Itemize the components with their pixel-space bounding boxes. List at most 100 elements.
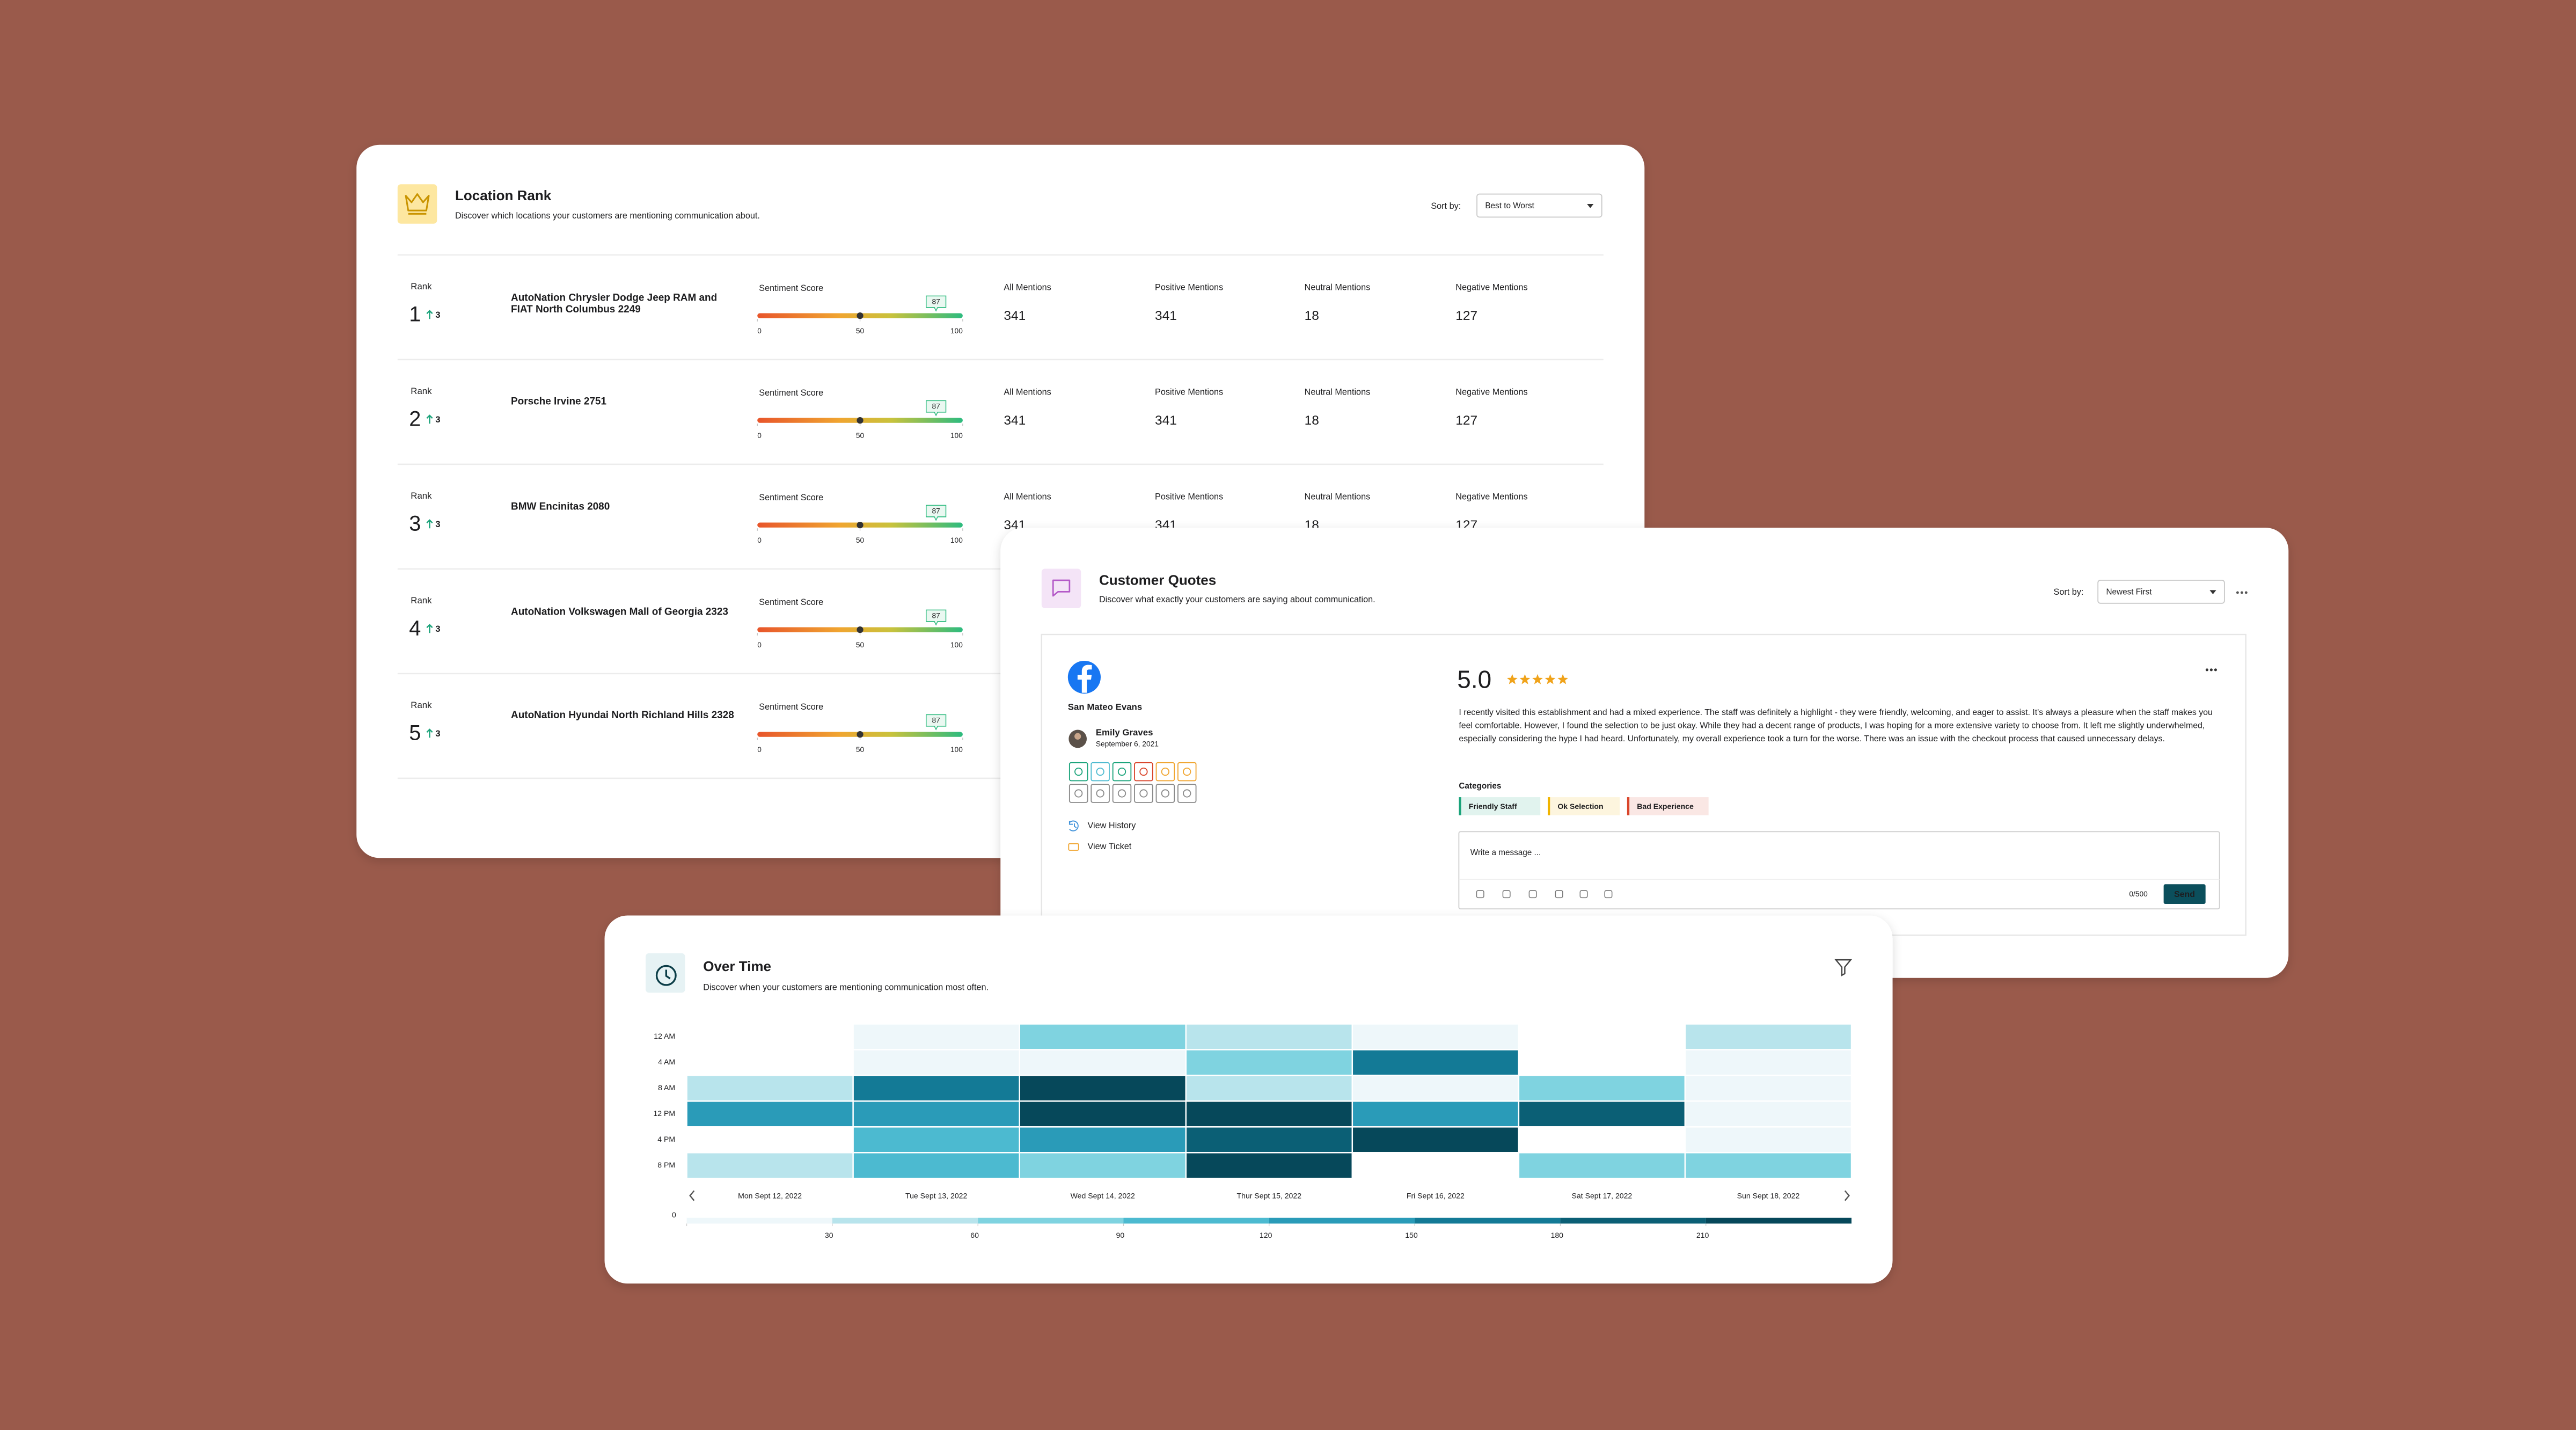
action-icon-glyph — [1117, 767, 1126, 776]
next-arrow[interactable] — [1844, 1190, 1850, 1201]
location-name-box: AutoNation Volkswagen Mall of Georgia 23… — [511, 605, 728, 618]
mention-label: Positive Mentions — [1155, 282, 1223, 292]
categories-label: Categories — [1459, 782, 1501, 791]
more-dot[interactable] — [2205, 668, 2209, 672]
toolbar-icon[interactable] — [1476, 890, 1484, 899]
heatmap-cell — [1185, 1049, 1353, 1076]
scale-tick-label: 50 — [856, 432, 865, 440]
toolbar-icon[interactable] — [1579, 890, 1588, 899]
mention-value: 341 — [1155, 309, 1177, 323]
hour-label: 4 PM — [657, 1135, 675, 1143]
action-icon[interactable] — [1091, 762, 1110, 782]
action-icon[interactable] — [1177, 762, 1197, 782]
sentiment-label: Sentiment Score — [759, 388, 823, 398]
legend-swatch — [832, 1217, 978, 1224]
category-tag — [1547, 797, 1620, 815]
heatmap-cell — [852, 1152, 1020, 1179]
action-icon[interactable] — [1112, 762, 1132, 782]
toolbar-icon[interactable] — [1528, 890, 1537, 899]
char-count: 0/500 — [2129, 890, 2148, 898]
action-icon-glyph — [1096, 789, 1104, 798]
action-icon[interactable] — [1091, 784, 1110, 803]
action-icon[interactable] — [1112, 784, 1132, 803]
sort-value: Best to Worst — [1485, 201, 1534, 210]
history-icon — [1069, 820, 1079, 831]
hour-label: 12 AM — [654, 1032, 675, 1040]
action-icon[interactable] — [1155, 784, 1175, 803]
card-subtitle: Discover when your customers are mention… — [703, 982, 989, 992]
day-label: Mon Sept 12, 2022 — [738, 1192, 802, 1200]
legend-swatch — [686, 1217, 832, 1224]
legend-tick-label: 30 — [825, 1231, 833, 1239]
score-bubble — [926, 609, 947, 626]
filter-icon[interactable] — [1834, 959, 1853, 976]
rating-star — [1557, 674, 1569, 684]
sentiment-label: Sentiment Score — [759, 493, 823, 502]
action-icon[interactable] — [1069, 762, 1088, 782]
rank-number: 1 — [409, 303, 421, 326]
action-icon[interactable] — [1155, 762, 1175, 782]
scale-tick-label: 100 — [950, 536, 963, 544]
toolbar-icon[interactable] — [1502, 890, 1511, 899]
category-tag-edge — [1459, 797, 1461, 815]
location-name: AutoNation Volkswagen Mall of Georgia 23… — [511, 605, 728, 618]
action-icon-glyph — [1183, 767, 1191, 776]
scale-tick-label: 0 — [757, 327, 762, 335]
action-icon-glyph — [1074, 789, 1083, 798]
heatmap-cell — [1019, 1152, 1187, 1179]
more-dot[interactable] — [2236, 591, 2239, 594]
prev-arrow[interactable] — [689, 1190, 695, 1201]
more-dot[interactable] — [2209, 668, 2213, 672]
more-dot[interactable] — [2240, 591, 2243, 594]
category-tag-edge — [1627, 797, 1630, 815]
action-icon-glyph — [1074, 767, 1083, 776]
day-label: Fri Sept 16, 2022 — [1407, 1192, 1465, 1200]
sort-dropdown[interactable] — [1476, 193, 1602, 218]
heatmap-cell — [686, 1049, 854, 1076]
action-icon-glyph — [1183, 789, 1191, 798]
action-icon[interactable] — [1177, 784, 1197, 803]
mention-value: 127 — [1455, 413, 1477, 428]
mention-label: Positive Mentions — [1155, 492, 1223, 501]
more-dot[interactable] — [2214, 668, 2217, 672]
heatmap-cell — [686, 1152, 854, 1179]
mention-label: Positive Mentions — [1155, 387, 1223, 397]
mention-label: Negative Mentions — [1455, 492, 1527, 501]
card-title: Location Rank — [455, 187, 552, 203]
more-dot[interactable] — [2244, 591, 2248, 594]
heatmap-cell — [1185, 1023, 1353, 1050]
action-icon[interactable] — [1069, 784, 1088, 803]
mention-label: All Mentions — [1004, 282, 1051, 292]
action-icon[interactable] — [1134, 784, 1153, 803]
card-subtitle: Discover what exactly your customers are… — [1099, 595, 1375, 604]
clock-icon — [655, 965, 677, 986]
mention-label: Neutral Mentions — [1305, 387, 1371, 397]
mention-value: 341 — [1155, 413, 1177, 428]
rating-star — [1506, 674, 1518, 684]
clock-hands — [665, 969, 671, 980]
mention-label: All Mentions — [1004, 387, 1051, 397]
sentiment-label: Sentiment Score — [759, 702, 823, 712]
action-icon[interactable] — [1134, 762, 1153, 782]
heatmap-cell — [1518, 1075, 1686, 1102]
score-label: 87 — [932, 611, 940, 619]
sort-dropdown[interactable] — [2097, 580, 2225, 604]
rank-up-arrow — [426, 414, 433, 424]
rank-label: Rank — [411, 700, 432, 710]
toolbar-icon[interactable] — [1604, 890, 1613, 899]
rank-label: Rank — [411, 491, 432, 501]
location-name-box: AutoNation Chrysler Dodge Jeep RAM and F… — [511, 292, 717, 316]
toolbar-icon[interactable] — [1555, 890, 1563, 899]
heatmap-cell — [1019, 1023, 1187, 1050]
message-box[interactable] — [1458, 831, 2220, 910]
heatmap-cell — [1684, 1075, 1853, 1102]
mention-label: Negative Mentions — [1455, 282, 1527, 292]
action-icon-glyph — [1117, 789, 1126, 798]
heatmap-cell — [686, 1100, 854, 1128]
scale-tick-label: 50 — [856, 536, 865, 544]
send-button[interactable] — [2163, 884, 2206, 904]
day-label: Thur Sept 15, 2022 — [1237, 1192, 1302, 1200]
ticket-icon — [1068, 843, 1079, 851]
